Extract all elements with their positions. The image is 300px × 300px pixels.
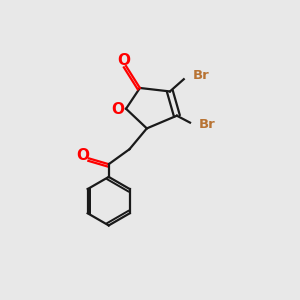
Text: Br: Br [193,69,209,82]
Text: Br: Br [198,118,215,131]
Text: O: O [111,102,124,117]
Text: O: O [76,148,89,163]
Text: O: O [117,53,130,68]
